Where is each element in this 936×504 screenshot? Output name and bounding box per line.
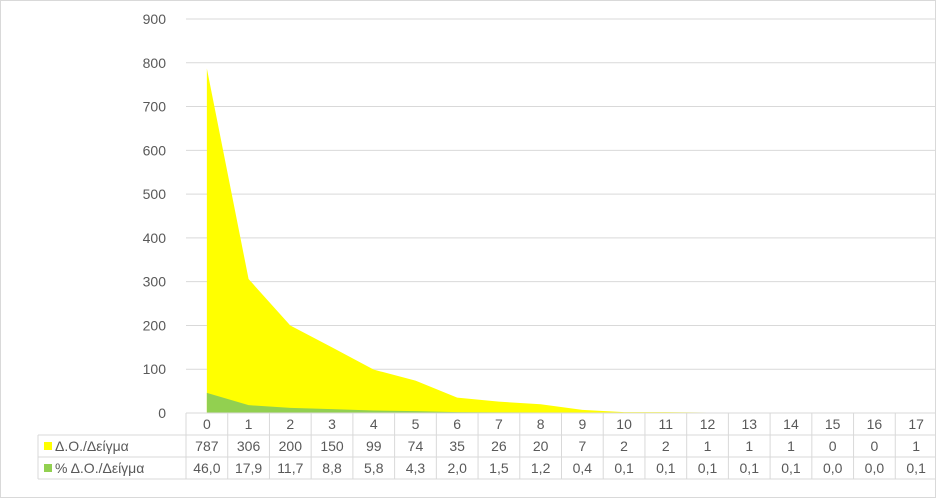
- data-label: 2: [662, 438, 670, 454]
- data-label: 0,1: [656, 460, 676, 476]
- y-tick-label: 500: [143, 186, 167, 202]
- data-label: 306: [237, 438, 261, 454]
- data-label: 150: [320, 438, 344, 454]
- y-tick-label: 600: [143, 142, 167, 158]
- x-tick-label: 2: [286, 416, 294, 432]
- area-series-1: [206, 392, 917, 413]
- data-label: 4,3: [406, 460, 426, 476]
- legend-entry: Δ.Ο./Δείγμα: [55, 438, 129, 454]
- x-tick-label: 12: [700, 416, 716, 432]
- data-label: 1,5: [489, 460, 509, 476]
- data-label: 0: [871, 438, 879, 454]
- data-label: 0,1: [698, 460, 718, 476]
- data-label: 2,0: [447, 460, 467, 476]
- data-label: 1: [704, 438, 712, 454]
- data-label: 0,1: [740, 460, 760, 476]
- x-tick-label: 16: [867, 416, 883, 432]
- y-tick-label: 100: [143, 361, 167, 377]
- data-label: 35: [449, 438, 465, 454]
- y-tick-label: 900: [143, 11, 167, 27]
- data-label: 0,4: [573, 460, 593, 476]
- y-tick-label: 0: [158, 405, 166, 421]
- x-tick-label: 17: [908, 416, 924, 432]
- data-label: 787: [195, 438, 219, 454]
- x-tick-label: 0: [203, 416, 211, 432]
- data-label: 1: [912, 438, 920, 454]
- x-tick-label: 9: [578, 416, 586, 432]
- data-label: 0: [829, 438, 837, 454]
- data-label: 74: [408, 438, 424, 454]
- data-label: 26: [491, 438, 507, 454]
- data-label: 2: [620, 438, 628, 454]
- data-label: 5,8: [364, 460, 384, 476]
- y-tick-label: 800: [143, 55, 167, 71]
- x-tick-label: 7: [495, 416, 503, 432]
- data-label: 0,0: [823, 460, 843, 476]
- y-tick-label: 700: [143, 99, 167, 115]
- area-layer: [206, 68, 917, 414]
- y-tick-label: 200: [143, 317, 167, 333]
- data-label: 1: [787, 438, 795, 454]
- y-tick-label: 400: [143, 230, 167, 246]
- data-label: 1: [745, 438, 753, 454]
- data-label: 0,1: [781, 460, 801, 476]
- x-tick-label: 6: [453, 416, 461, 432]
- x-tick-label: 14: [783, 416, 799, 432]
- data-label: 11,7: [277, 460, 303, 476]
- x-tick-label: 15: [825, 416, 841, 432]
- data-label: 99: [366, 438, 382, 454]
- data-label: 1,2: [531, 460, 551, 476]
- x-tick-label: 11: [659, 416, 674, 432]
- data-label: 20: [533, 438, 549, 454]
- x-tick-label: 3: [328, 416, 336, 432]
- x-tick-label: 8: [537, 416, 545, 432]
- x-tick-label: 13: [741, 416, 757, 432]
- legend-swatch: [44, 442, 52, 450]
- data-label: 200: [279, 438, 303, 454]
- legend-entry: % Δ.Ο./Δείγμα: [55, 460, 144, 476]
- y-axis: 0 100 200 300 400 500 600 700 800 900: [143, 11, 167, 421]
- data-label: 7: [578, 438, 586, 454]
- data-label: 0,1: [906, 460, 926, 476]
- x-tick-label: 4: [370, 416, 378, 432]
- legend-swatch: [44, 464, 52, 472]
- data-label: 0,0: [865, 460, 885, 476]
- data-label: 0,1: [614, 460, 634, 476]
- x-tick-label: 10: [616, 416, 632, 432]
- x-tick-label: 1: [245, 416, 253, 432]
- y-tick-label: 300: [143, 274, 167, 290]
- data-label: 46,0: [193, 460, 220, 476]
- x-tick-label: 5: [412, 416, 420, 432]
- data-label: 17,9: [235, 460, 262, 476]
- data-label: 8,8: [322, 460, 342, 476]
- data-table: 0 1 2 3 4 5 6 7 8 9 10 11 12 13 14 15 16 17Δ.Ο./Δείγμα 787…: [37, 412, 936, 480]
- area-series-0: [206, 68, 917, 414]
